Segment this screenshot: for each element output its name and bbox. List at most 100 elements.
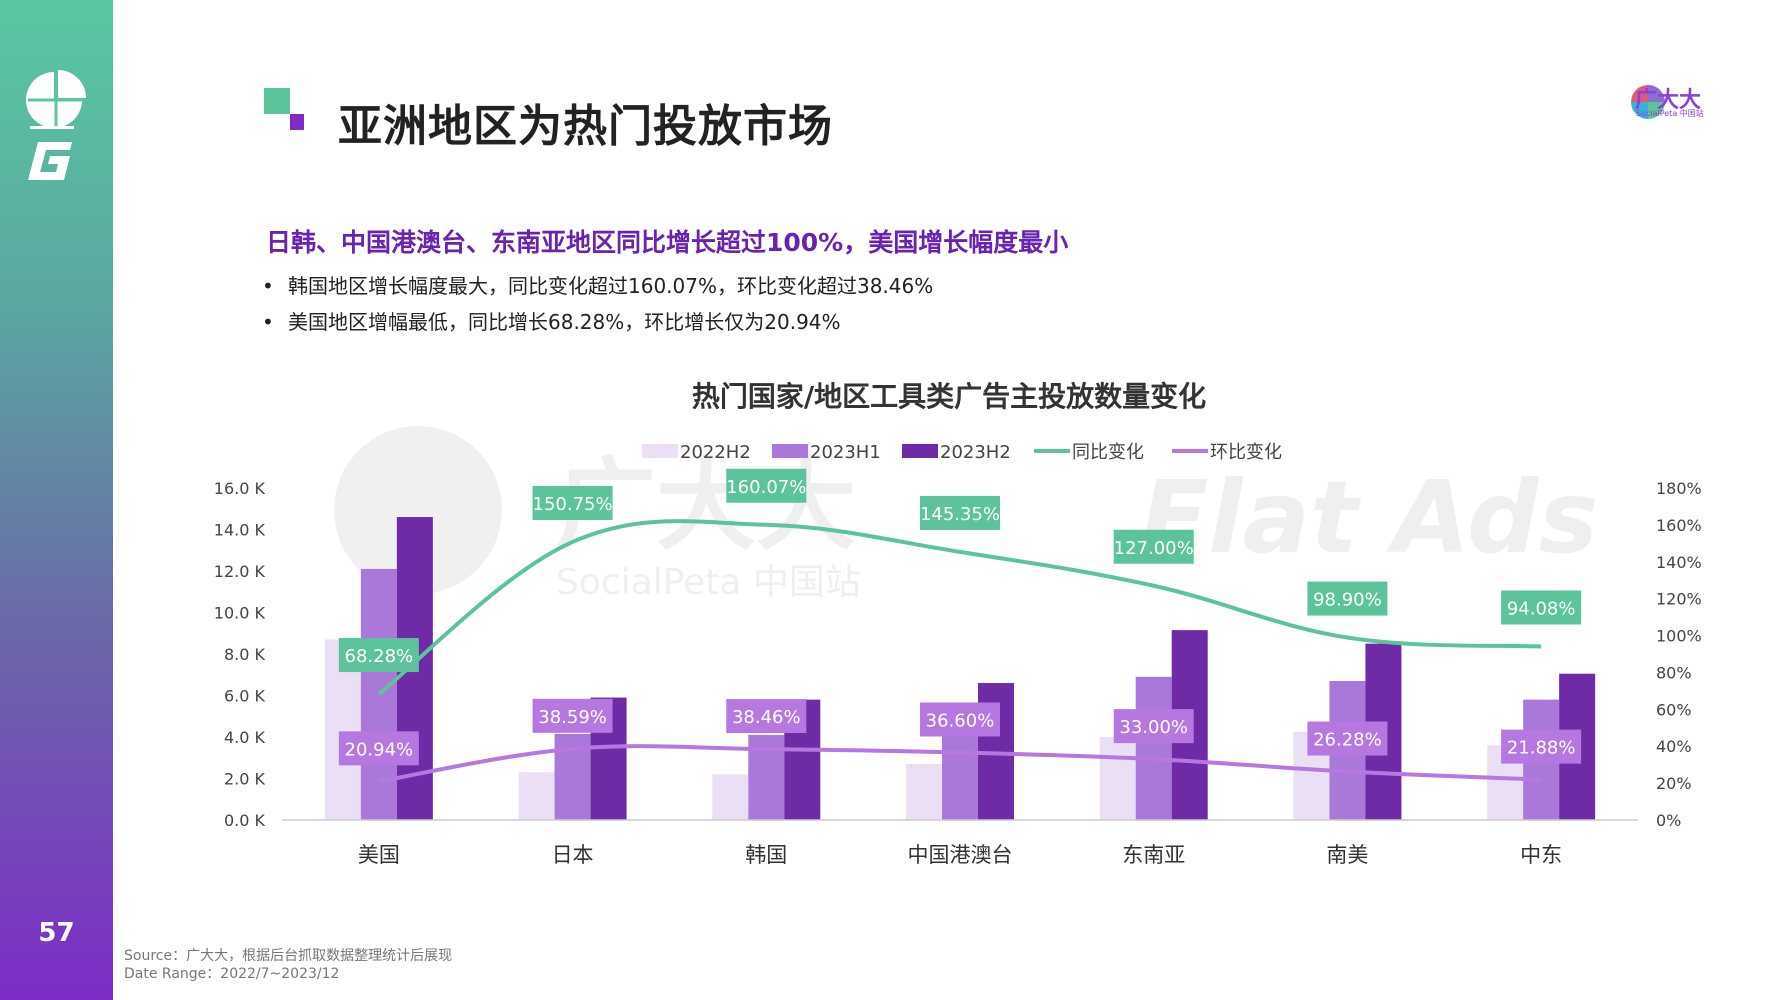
- y-right-tick-label: 0%: [1656, 811, 1681, 830]
- data-label-text: 38.59%: [538, 707, 607, 728]
- data-label-同比变化: 98.90%: [1307, 581, 1388, 616]
- legend-swatch: [902, 444, 938, 458]
- data-label-box: [726, 699, 807, 734]
- legend-swatch: [642, 444, 678, 458]
- bar-2022H2-韩国: [712, 774, 749, 820]
- y-left-tick-label: 10.0 K: [214, 604, 266, 623]
- data-label-box: [532, 698, 613, 733]
- data-label-text: 160.07%: [726, 477, 806, 498]
- data-label-box: [532, 485, 613, 520]
- data-label-环比变化: 26.28%: [1307, 721, 1388, 756]
- y-left-tick-label: 14.0 K: [214, 521, 266, 540]
- bullet-item: • 美国地区增幅最低，同比增长68.28%，环比增长仅为20.94%: [262, 306, 841, 335]
- data-label-同比变化: 68.28%: [338, 638, 419, 673]
- x-tick-label: 南美: [1326, 843, 1368, 867]
- legend-label: 同比变化: [1072, 442, 1144, 463]
- legend-item: 2022H2: [642, 442, 751, 463]
- data-label-box: [338, 731, 419, 766]
- y-right-tick-label: 100%: [1656, 627, 1702, 646]
- data-label-text: 68.28%: [345, 646, 414, 667]
- y-right-tick-label: 120%: [1656, 590, 1702, 609]
- watermark-flat: Flat Ads: [1140, 459, 1598, 576]
- source-note: Source：广大大，根据后台抓取数据整理统计后展现 Date Range：20…: [124, 947, 452, 983]
- legend-item: 2023H2: [902, 442, 1011, 463]
- bar-2023H1-中国港澳台: [942, 729, 978, 820]
- y-right-tick-label: 80%: [1656, 663, 1692, 682]
- data-label-box: [920, 702, 1000, 737]
- data-label-环比变化: 21.88%: [1501, 729, 1582, 764]
- line-同比变化: [377, 519, 1542, 696]
- x-tick-label: 韩国: [745, 843, 787, 867]
- y-right-tick-label: 160%: [1656, 516, 1702, 535]
- y-left-tick-label: 12.0 K: [214, 562, 266, 581]
- bullet-text: 美国地区增幅最低，同比增长68.28%，环比增长仅为20.94%: [288, 310, 841, 334]
- y-axis-right: 0% 20% 40% 60% 80% 100% 120% 140% 160% 180%: [1656, 479, 1702, 830]
- line-labels: 68.28% 150.75% 160.07% 145.35% 127.00% 98.90%…: [338, 468, 1582, 766]
- bullet-dot: •: [262, 274, 274, 298]
- data-label-同比变化: 145.35%: [920, 495, 1000, 530]
- watermark-sub: SocialPeta 中国站: [556, 562, 861, 603]
- date-range-text: Date Range：2022/7~2023/12: [124, 966, 340, 982]
- y-left-tick-label: 16.0 K: [214, 479, 266, 498]
- y-right-tick-label: 20%: [1656, 774, 1692, 793]
- x-tick-label: 日本: [552, 843, 594, 867]
- data-label-text: 36.60%: [926, 710, 995, 731]
- bullet-text: 韩国地区增长幅度最大，同比变化超过160.07%，环比变化超过38.46%: [288, 274, 934, 298]
- y-left-tick-label: 8.0 K: [224, 645, 266, 664]
- data-label-box: [920, 495, 1000, 530]
- brand-name: 广大大: [1635, 88, 1702, 113]
- y-right-tick-label: 140%: [1656, 553, 1702, 572]
- y-right-tick-label: 180%: [1656, 479, 1702, 498]
- side-bar: 57: [0, 0, 113, 1000]
- chart-title: 热门国家/地区工具类广告主投放数量变化: [691, 380, 1207, 413]
- page-number: 57: [38, 918, 75, 948]
- data-label-环比变化: 33.00%: [1113, 709, 1194, 744]
- legend-item: 同比变化: [1034, 442, 1144, 463]
- legend-label: 2023H1: [810, 442, 881, 463]
- chart-legend: 2022H2 2023H1 2023H2 同比变化 环比变化: [642, 442, 1282, 463]
- legend-label: 2022H2: [680, 442, 751, 463]
- legend-swatch: [772, 444, 808, 458]
- y-left-tick-label: 2.0 K: [224, 770, 266, 789]
- bar-2023H1-东南亚: [1135, 676, 1172, 820]
- data-label-同比变化: 127.00%: [1114, 529, 1194, 564]
- y-left-tick-label: 6.0 K: [224, 687, 266, 706]
- legend-item: 2023H1: [772, 442, 881, 463]
- y-right-tick-label: 40%: [1656, 737, 1692, 756]
- data-label-text: 98.90%: [1313, 590, 1382, 611]
- legend-label: 环比变化: [1210, 442, 1282, 463]
- y-left-tick-label: 4.0 K: [224, 728, 266, 747]
- data-label-text: 150.75%: [533, 494, 613, 515]
- data-label-同比变化: 94.08%: [1501, 590, 1582, 625]
- bar-2023H1-美国: [360, 568, 397, 820]
- line-环比变化: [378, 744, 1542, 784]
- source-text: Source：广大大，根据后台抓取数据整理统计后展现: [124, 948, 453, 964]
- brand-logo-icon: [1631, 85, 1665, 119]
- x-tick-label: 中国港澳台: [908, 843, 1013, 867]
- x-axis-labels: 美国 日本 韩国 中国港澳台 东南亚 南美 中东: [358, 843, 1562, 867]
- y-right-tick-label: 60%: [1656, 700, 1692, 719]
- data-label-text: 33.00%: [1119, 717, 1188, 738]
- data-label-box: [338, 638, 419, 673]
- data-label-环比变化: 38.59%: [532, 698, 613, 733]
- data-label-同比变化: 150.75%: [532, 485, 613, 520]
- data-label-环比变化: 38.46%: [726, 699, 807, 734]
- y-axis-left: 0.0 K 2.0 K 4.0 K 6.0 K 8.0 K 10.0 K 12.0 K 14.…: [214, 479, 266, 830]
- bar-2022H2-中国港澳台: [906, 763, 942, 820]
- data-label-box: [1501, 590, 1582, 625]
- bar-2022H2-日本: [518, 772, 555, 820]
- data-label-text: 21.88%: [1507, 738, 1576, 759]
- y-left-tick-label: 0.0 K: [224, 811, 266, 830]
- data-label-box: [726, 468, 807, 503]
- data-label-text: 145.35%: [920, 504, 1000, 525]
- title-decoration-icon: [264, 88, 304, 130]
- data-label-text: 20.94%: [345, 739, 414, 760]
- brand-subtitle: SocialPeta 中国站: [1636, 109, 1704, 118]
- watermark: 广大大 SocialPeta 中国站 Flat Ads: [334, 426, 1598, 603]
- bullet-item: • 韩国地区增长幅度最大，同比变化超过160.07%，环比变化超过38.46%: [262, 270, 933, 299]
- data-label-环比变化: 36.60%: [920, 702, 1000, 737]
- x-tick-label: 中东: [1520, 843, 1562, 867]
- data-label-环比变化: 20.94%: [338, 731, 419, 766]
- line-group: [377, 519, 1542, 784]
